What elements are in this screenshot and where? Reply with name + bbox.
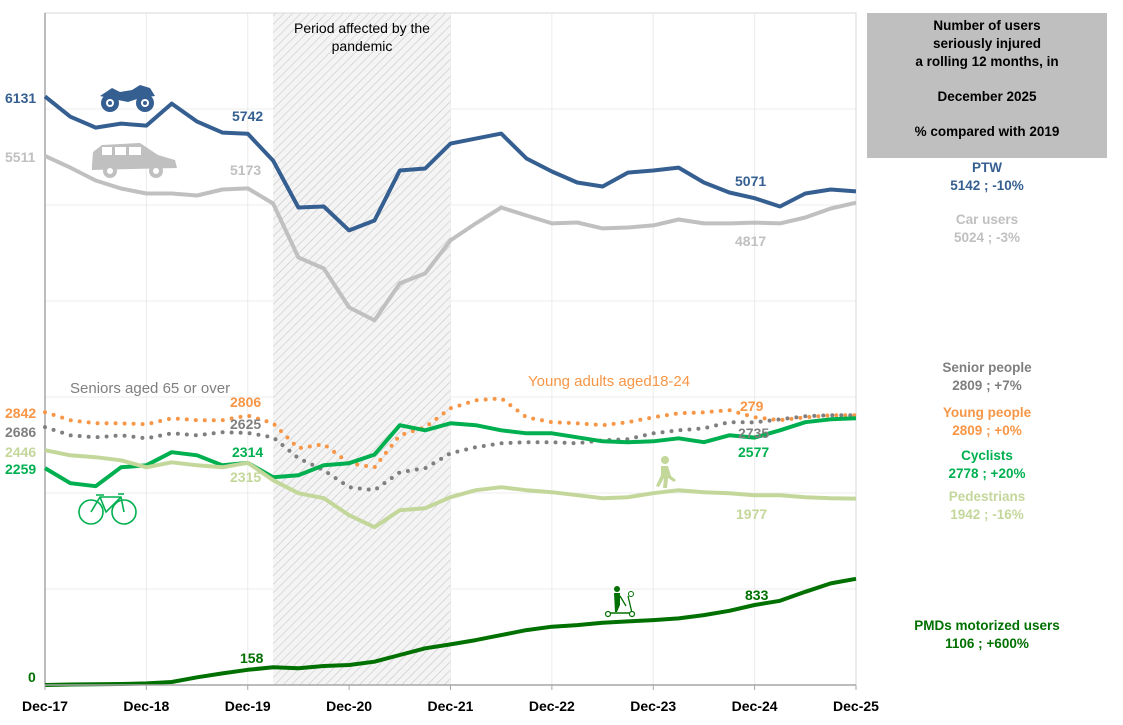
data-label-car-2019: 5173: [230, 162, 261, 178]
legend-name: PTW: [972, 160, 1002, 175]
title-line-3: a rolling 12 months, in: [915, 54, 1058, 69]
legend-name: Young people: [943, 405, 1032, 420]
x-tick-label: Dec-19: [225, 698, 271, 714]
annotation-seniors: Seniors aged 65 or over: [70, 380, 230, 397]
x-tick-label: Dec-22: [529, 698, 575, 714]
x-tick-label: Dec-23: [630, 698, 676, 714]
series-line-ptw: [43, 94, 857, 233]
x-tick-label: Dec-18: [123, 698, 169, 714]
series-line-senior: [43, 413, 858, 493]
series-line-young: [43, 396, 858, 470]
data-label-senior-start: 2686: [5, 424, 36, 440]
title-box: [867, 13, 1107, 158]
legend-summary: 5142 ; -10%: [950, 178, 1024, 193]
legend-name: Car users: [956, 212, 1018, 227]
legend-item-pmd: PMDs motorized users 1106 ; +600%: [914, 618, 1060, 651]
legend-item-car: Car users 5024 ; -3%: [954, 212, 1020, 245]
car-icon: [92, 143, 177, 178]
legend-item-senior: Senior people 2809 ; +7%: [942, 360, 1032, 393]
scooter-icon: [604, 586, 636, 618]
pandemic-period: [273, 13, 451, 685]
annotation-young-adults: Young adults aged18-24: [528, 373, 690, 390]
x-tick-label: Dec-24: [732, 698, 778, 714]
data-label-cyclists-2024: 2577: [738, 444, 769, 460]
series-line-pedestrians: [44, 448, 857, 530]
data-label-pedestrians-2019: 2315: [230, 469, 261, 485]
x-tick-label: Dec-21: [428, 698, 474, 714]
data-label-young-start: 2842: [5, 405, 36, 421]
period-label-line2: pandemic: [332, 38, 393, 54]
series-line-cyclists: [43, 416, 857, 489]
legend-name: Senior people: [942, 360, 1032, 375]
legend-name: Pedestrians: [949, 489, 1026, 504]
legend-item-pedestrians: Pedestrians 1942 ; -16%: [949, 489, 1026, 522]
series-line-car: [44, 154, 857, 323]
title-line-5: % compared with 2019: [915, 124, 1060, 139]
data-label-ptw-2024: 5071: [735, 173, 766, 189]
series-line-pmd: [44, 576, 857, 687]
legend-summary: 2809 ; +7%: [952, 378, 1021, 393]
legend-item-cyclists: Cyclists 2778 ; +20%: [949, 448, 1026, 481]
legend-item-ptw: PTW 5142 ; -10%: [950, 160, 1024, 193]
legend-name: Cyclists: [961, 448, 1013, 463]
bicycle-icon: [78, 493, 137, 525]
data-label-young-2024: 279: [740, 398, 764, 414]
data-label-car-start: 5511: [5, 149, 36, 165]
legend-summary: 5024 ; -3%: [954, 230, 1020, 245]
x-tick-label: Dec-20: [326, 698, 372, 714]
legend-summary: 2809 ; +0%: [952, 423, 1021, 438]
x-axis-ticks: Dec-17 Dec-18 Dec-19 Dec-20 Dec-21 Dec-22 Dec-…: [22, 684, 879, 714]
legend-name: PMDs motorized users: [914, 618, 1060, 633]
legend-item-young: Young people 2809 ; +0%: [943, 405, 1032, 438]
data-label-young-2019: 2806: [230, 394, 261, 410]
pandemic-shading: [273, 13, 451, 685]
pedestrian-icon: [656, 456, 676, 488]
x-tick-label: Dec-17: [22, 698, 68, 714]
title-line-1: Number of users: [933, 18, 1040, 33]
data-label-pmd-start: 0: [28, 669, 36, 685]
series-lines: [43, 94, 858, 687]
data-label-pedestrians-2024: 1977: [736, 506, 767, 522]
chart-title: Number of users seriously injured a roll…: [915, 18, 1060, 139]
data-label-car-2024: 4817: [735, 233, 766, 249]
data-label-pmd-2024: 833: [745, 587, 769, 603]
title-line-4: December 2025: [937, 89, 1037, 104]
data-label-cyclists-start: 2259: [5, 461, 36, 477]
data-label-cyclists-2019: 2314: [232, 444, 263, 460]
x-tick-label: Dec-25: [833, 698, 879, 714]
data-label-ptw-start: 6131: [5, 90, 36, 106]
data-label-senior-2024: 2735: [738, 425, 769, 441]
legend-summary: 1942 ; -16%: [950, 507, 1024, 522]
legend-summary: 2778 ; +20%: [949, 466, 1026, 481]
period-label-line1: Period affected by the: [294, 20, 430, 36]
data-label-senior-2019: 2625: [230, 416, 261, 432]
data-label-ptw-2019: 5742: [232, 108, 263, 124]
legend-summary: 1106 ; +600%: [945, 636, 1029, 651]
data-label-pmd-2019: 158: [240, 650, 264, 666]
motorcycle-icon: [100, 85, 155, 112]
data-label-pedestrians-start: 2446: [5, 444, 36, 460]
legend: PTW 5142 ; -10% Car users 5024 ; -3% Senior …: [914, 160, 1060, 651]
title-line-2: seriously injured: [933, 36, 1041, 51]
